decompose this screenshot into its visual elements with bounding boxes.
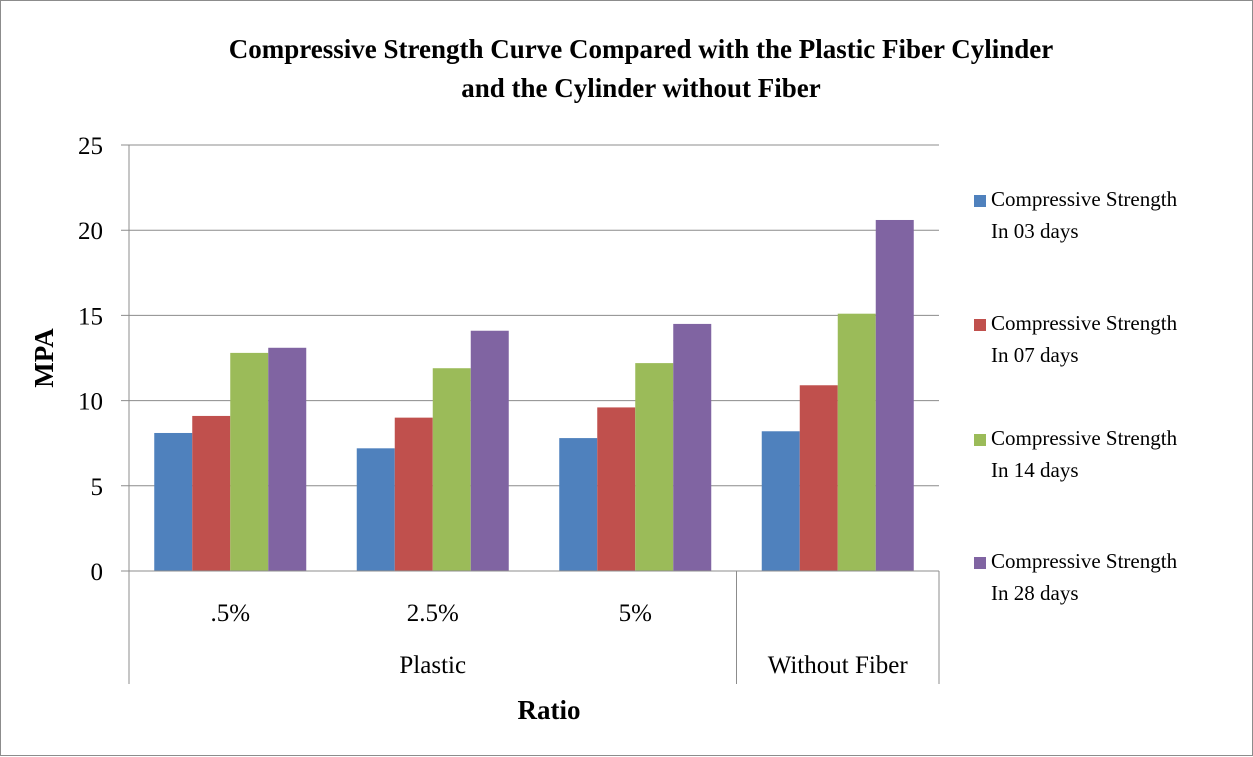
bar [394,417,433,571]
axes: 0 5 10 15 20 25 .5% 2.5% 5% Plastic Without Fiber [78,133,940,684]
bar [837,313,876,571]
legend-swatch [974,195,986,207]
bar [356,448,395,571]
y-axis-title: MPA [29,328,59,388]
legend-label-line-1: Compressive Strength [991,187,1178,211]
bar [761,431,800,571]
y-tick-label: 10 [78,389,103,416]
x-tick-label: 5% [619,600,652,627]
bar [635,363,674,571]
x-group-label: Without Fiber [768,652,909,679]
x-group-label: Plastic [399,652,466,679]
bar [875,219,914,571]
legend-label-line-2: In 28 days [991,581,1079,605]
y-tick-label: 15 [78,303,103,330]
bar [470,330,509,571]
y-tick-label: 5 [91,474,104,501]
bar [432,368,471,571]
y-tick-label: 0 [91,559,104,586]
legend-label-line-2: In 07 days [991,343,1079,367]
x-axis-title: Ratio [518,695,581,725]
bar [559,438,598,571]
legend-swatch [974,319,986,331]
bar [597,407,636,571]
x-tick-label: 2.5% [407,600,459,627]
legend-label-line-1: Compressive Strength [991,311,1178,335]
bar [230,352,269,571]
y-tick-label: 25 [78,133,103,160]
legend-label-line-1: Compressive Strength [991,426,1178,450]
bars [154,219,914,571]
legend-label-line-2: In 14 days [991,458,1079,482]
y-tick-label: 20 [78,218,103,245]
bar [192,415,231,571]
legend-swatch [974,557,986,569]
chart-title-line-2: and the Cylinder without Fiber [461,73,821,103]
legend-swatch [974,434,986,446]
legend-label-line-2: In 03 days [991,219,1079,243]
legend: Compressive Strength In 03 days Compressiv… [974,187,1178,605]
legend-label-line-1: Compressive Strength [991,549,1178,573]
bar [799,385,838,571]
bar [268,347,307,571]
bar [154,432,193,571]
chart-title-line-1: Compressive Strength Curve Compared with… [229,34,1053,64]
x-tick-label: .5% [210,600,250,627]
bar [673,323,712,571]
